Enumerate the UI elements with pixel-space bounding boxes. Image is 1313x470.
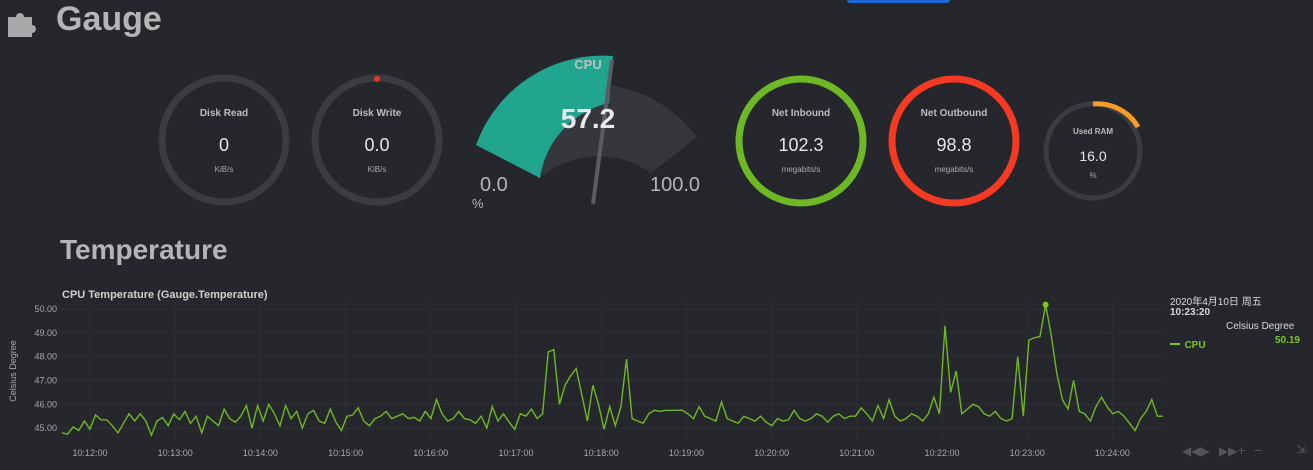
chart-title: CPU Temperature (Gauge.Temperature) (62, 289, 268, 301)
cpu-min: 0.0 (480, 174, 508, 196)
cpu-max: 100.0 (650, 174, 700, 196)
net-inbound-value: 102.3 (778, 135, 823, 155)
selected-tab-indicator[interactable] (847, 0, 950, 3)
rewind-icon[interactable]: ◀◀ (1182, 444, 1201, 458)
disk-write-indicator (374, 76, 380, 82)
net-inbound-gauge: Net Inbound 102.3 megabits/s (735, 75, 867, 207)
section-title: Temperature (60, 234, 228, 265)
x-tick-label: 10:19:00 (669, 448, 704, 458)
net-inbound-unit: megabits/s (782, 165, 821, 174)
used-ram-gauge: Used RAM 16.0 % (1043, 101, 1143, 201)
cpu-series-line (61, 304, 1163, 438)
x-tick-label: 10:23:00 (1010, 448, 1045, 458)
cpu-gauge: CPU 57.2 0.0 100.0 % (472, 55, 700, 211)
x-tick-label: 10:13:00 (158, 448, 193, 458)
net-inbound-title: Net Inbound (772, 108, 830, 119)
x-tick-label: 10:20:00 (754, 448, 789, 458)
used-ram-title: Used RAM (1073, 127, 1113, 136)
disk-read-value: 0 (219, 135, 229, 155)
used-ram-unit: % (1089, 171, 1096, 180)
disk-write-value: 0.0 (364, 135, 389, 155)
net-outbound-title: Net Outbound (921, 108, 988, 119)
used-ram-value: 16.0 (1079, 148, 1106, 164)
y-tick-label: 46.00 (34, 399, 57, 409)
highlighted-data-point (1042, 301, 1049, 308)
net-outbound-unit: megabits/s (935, 165, 974, 174)
y-tick-label: 45.00 (34, 423, 57, 433)
resize-handle[interactable]: ⇲ (1296, 442, 1307, 456)
cpu-needle (591, 59, 614, 205)
cpu-title: CPU (574, 57, 601, 72)
x-tick-label: 10:12:00 (72, 448, 107, 458)
play-icon[interactable]: ▶ (1200, 444, 1210, 458)
disk-read-gauge: Disk Read 0 KiB/s (158, 74, 290, 206)
y-axis-label: Celsius Degree (8, 340, 18, 402)
x-tick-label: 10:18:00 (584, 448, 619, 458)
y-tick-label: 48.00 (34, 352, 57, 362)
legend-series-swatch (1170, 342, 1180, 345)
temperature-chart: CPU Temperature (Gauge.Temperature) Celsi… (8, 289, 1163, 458)
x-tick-label: 10:21:00 (839, 448, 874, 458)
disk-write-unit: KiB/s (368, 165, 387, 174)
net-outbound-gauge: Net Outbound 98.8 megabits/s (888, 75, 1020, 207)
app-logo (6, 7, 46, 37)
x-tick-label: 10:16:00 (413, 448, 448, 458)
fast-forward-icon[interactable]: ▶▶ (1218, 444, 1238, 458)
puzzle-piece-icon (8, 13, 36, 37)
disk-write-title: Disk Write (353, 108, 402, 119)
x-tick-label: 10:14:00 (243, 448, 278, 458)
legend-series-item[interactable]: CPU 50.19 (1170, 335, 1300, 351)
y-tick-label: 49.00 (34, 328, 57, 338)
cpu-value: 57.2 (561, 103, 616, 134)
y-tick-label: 50.00 (34, 304, 57, 314)
used-ram-arc (1092, 101, 1141, 129)
chart-controls: ◀◀ ▶ ▶▶ + − (1182, 442, 1272, 458)
gauge-row: Disk Read 0 KiB/s Disk Write 0.0 KiB/s C… (158, 55, 1143, 211)
x-tick-label: 10:22:00 (924, 448, 959, 458)
disk-write-gauge: Disk Write 0.0 KiB/s (311, 74, 443, 206)
legend-time: 10:23:20 (1170, 307, 1211, 318)
disk-read-title: Disk Read (200, 108, 248, 119)
page-title: Gauge (56, 0, 162, 38)
x-tick-label: 10:24:00 (1095, 448, 1130, 458)
x-tick-label: 10:15:00 (328, 448, 363, 458)
legend-series-value: 50.19 (1274, 335, 1300, 346)
zoom-out-icon[interactable]: − (1253, 442, 1262, 458)
y-tick-label: 47.00 (34, 376, 57, 386)
legend-heading: Celsius Degree (1226, 321, 1295, 332)
legend-series-name: CPU (1184, 340, 1206, 351)
legend-date: 2020年4月10日 周五 (1170, 297, 1262, 308)
cpu-unit: % (472, 196, 484, 211)
net-outbound-value: 98.8 (936, 135, 971, 155)
disk-read-unit: KiB/s (215, 165, 234, 174)
x-tick-label: 10:17:00 (498, 448, 533, 458)
zoom-in-icon[interactable]: + (1237, 442, 1246, 458)
